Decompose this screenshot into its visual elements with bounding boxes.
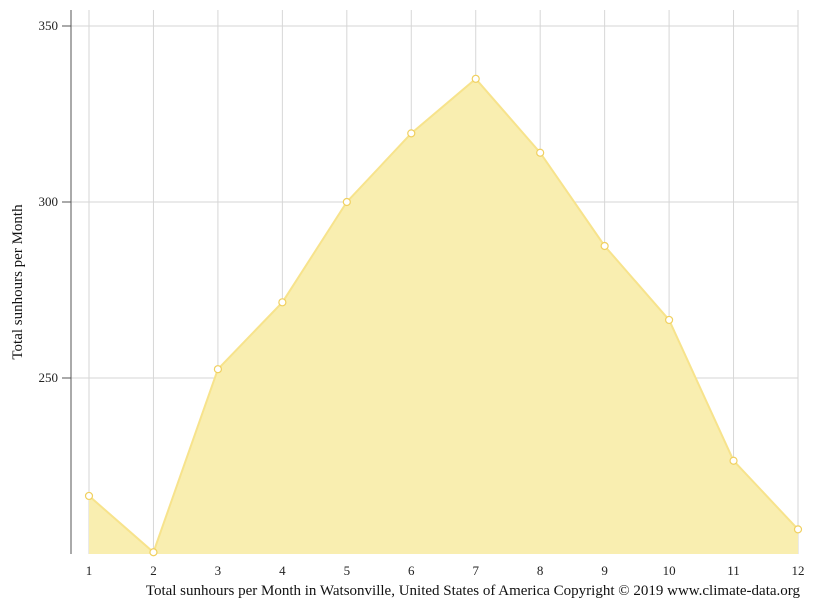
- x-tick-label: 1: [86, 563, 93, 578]
- y-tick-label: 350: [39, 18, 59, 33]
- data-point: [536, 148, 545, 157]
- data-point: [407, 129, 416, 138]
- x-ticks-layer: 1 2 3 4 5 6 7 8 9 10 11 12: [86, 563, 805, 578]
- x-tick-label: 8: [537, 563, 544, 578]
- x-tick-label: 12: [792, 563, 805, 578]
- series-line: [88, 77, 799, 554]
- y-ticks-layer: 250 300 350: [39, 18, 71, 385]
- chart-caption: Total sunhours per Month in Watsonville,…: [145, 583, 800, 599]
- y-tick-label: 300: [39, 194, 59, 209]
- x-tick-label: 5: [344, 563, 351, 578]
- data-point: [664, 315, 674, 325]
- area-fill: [89, 78, 798, 555]
- x-tick-label: 3: [215, 563, 222, 578]
- x-tick-label: 9: [601, 563, 608, 578]
- data-point: [213, 365, 223, 374]
- data-point: [729, 456, 738, 465]
- x-tick-label: 4: [279, 563, 286, 578]
- x-tick-label: 10: [663, 563, 676, 578]
- data-point: [600, 241, 609, 251]
- y-tick-label: 250: [39, 370, 59, 385]
- y-axis-title: Total sunhours per Month: [10, 204, 26, 360]
- data-point: [84, 491, 94, 501]
- x-tick-label: 11: [727, 563, 740, 578]
- data-point: [342, 197, 351, 207]
- data-point: [278, 298, 287, 307]
- x-tick-label: 6: [408, 563, 415, 578]
- marker-layer: [84, 74, 803, 557]
- data-point: [793, 525, 803, 534]
- data-point: [149, 548, 158, 557]
- x-tick-label: 7: [472, 563, 479, 578]
- data-point: [471, 74, 480, 83]
- x-tick-label: 2: [150, 563, 157, 578]
